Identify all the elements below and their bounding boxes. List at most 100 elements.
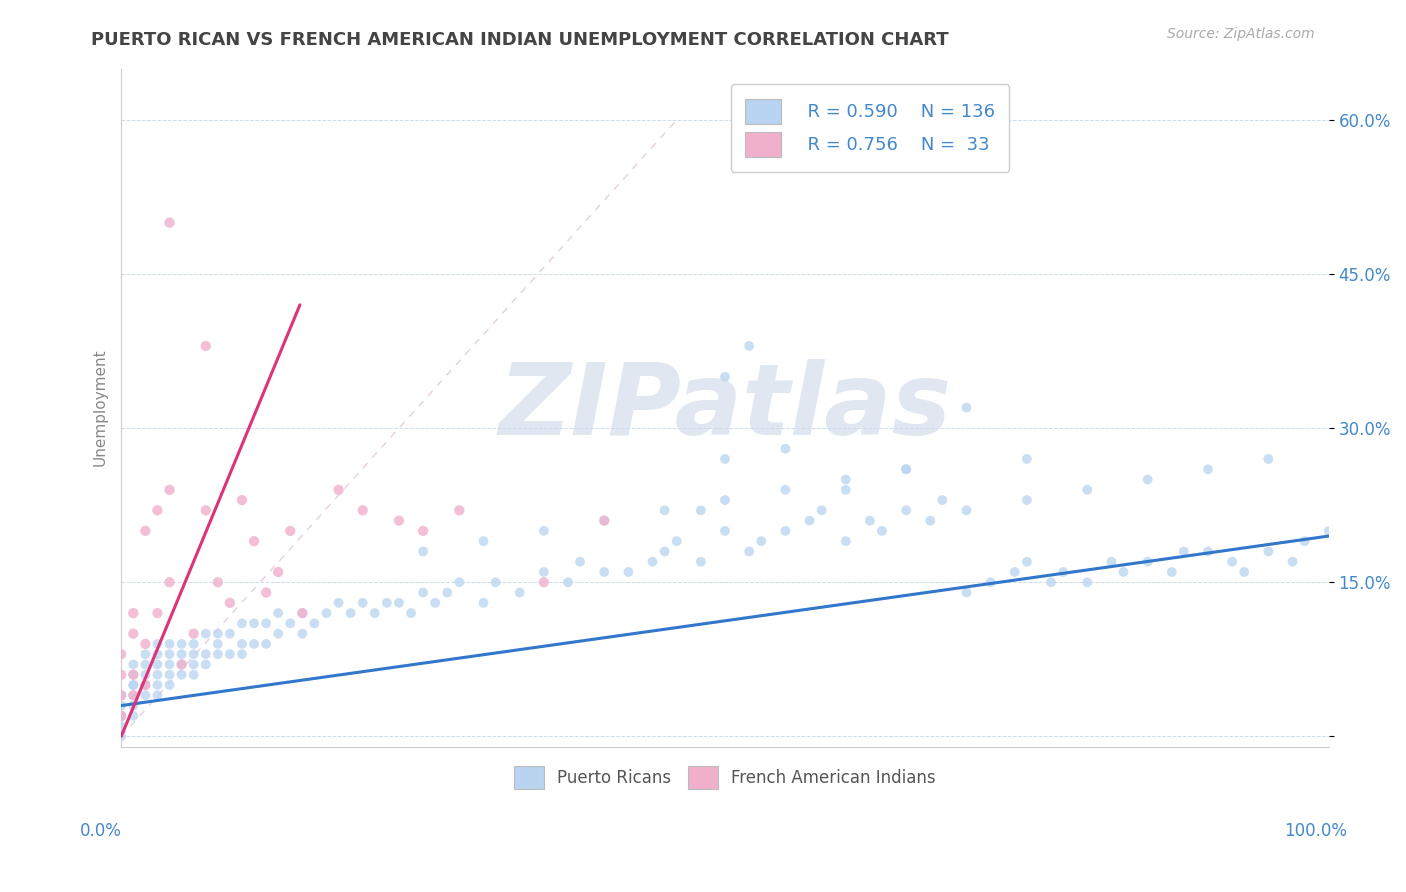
- Point: [617, 565, 640, 579]
- Point: [654, 544, 676, 558]
- Point: [110, 719, 132, 733]
- Text: ZIPatlas: ZIPatlas: [499, 359, 952, 456]
- Point: [1076, 483, 1098, 497]
- Point: [110, 730, 132, 744]
- Point: [110, 647, 132, 661]
- Point: [159, 678, 181, 692]
- Point: [1173, 544, 1195, 558]
- Point: [775, 483, 797, 497]
- Point: [1197, 544, 1219, 558]
- Point: [328, 483, 350, 497]
- Point: [134, 678, 156, 692]
- Point: [122, 606, 145, 620]
- Point: [955, 585, 977, 599]
- Point: [436, 585, 458, 599]
- Point: [835, 473, 858, 487]
- Point: [1076, 575, 1098, 590]
- Point: [278, 616, 301, 631]
- Point: [159, 575, 181, 590]
- Point: [775, 442, 797, 456]
- Point: [146, 667, 169, 681]
- Point: [920, 514, 942, 528]
- Point: [749, 534, 772, 549]
- Point: [146, 688, 169, 702]
- Point: [122, 688, 145, 702]
- Point: [388, 596, 411, 610]
- Point: [1015, 452, 1038, 467]
- Point: [159, 667, 181, 681]
- Point: [533, 524, 555, 538]
- Point: [231, 647, 253, 661]
- Point: [278, 524, 301, 538]
- Point: [641, 555, 664, 569]
- Point: [243, 534, 266, 549]
- Point: [1257, 452, 1279, 467]
- Point: [810, 503, 832, 517]
- Point: [231, 616, 253, 631]
- Point: [1317, 524, 1340, 538]
- Point: [533, 565, 555, 579]
- Point: [484, 575, 506, 590]
- Point: [352, 596, 374, 610]
- Point: [194, 503, 217, 517]
- Point: [835, 483, 858, 497]
- Point: [183, 626, 205, 640]
- Point: [267, 606, 290, 620]
- Point: [472, 534, 495, 549]
- Point: [304, 616, 326, 631]
- Point: [593, 565, 616, 579]
- Point: [231, 493, 253, 508]
- Point: [122, 667, 145, 681]
- Point: [134, 678, 156, 692]
- Point: [955, 401, 977, 415]
- Point: [159, 216, 181, 230]
- Point: [183, 647, 205, 661]
- Point: [159, 483, 181, 497]
- Point: [122, 657, 145, 672]
- Point: [870, 524, 893, 538]
- Point: [183, 667, 205, 681]
- Point: [243, 637, 266, 651]
- Point: [1015, 555, 1038, 569]
- Point: [170, 637, 193, 651]
- Point: [449, 575, 471, 590]
- Point: [689, 555, 711, 569]
- Point: [207, 647, 229, 661]
- Point: [738, 544, 761, 558]
- Point: [1257, 544, 1279, 558]
- Point: [110, 688, 132, 702]
- Point: [449, 503, 471, 517]
- Y-axis label: Unemployment: Unemployment: [93, 349, 107, 467]
- Point: [254, 637, 277, 651]
- Point: [1112, 565, 1135, 579]
- Text: 100.0%: 100.0%: [1285, 822, 1347, 840]
- Point: [557, 575, 579, 590]
- Point: [159, 637, 181, 651]
- Point: [665, 534, 688, 549]
- Point: [122, 626, 145, 640]
- Point: [714, 524, 737, 538]
- Point: [146, 647, 169, 661]
- Point: [146, 678, 169, 692]
- Point: [399, 606, 422, 620]
- Point: [689, 503, 711, 517]
- Point: [122, 678, 145, 692]
- Point: [134, 667, 156, 681]
- Point: [170, 667, 193, 681]
- Point: [291, 606, 314, 620]
- Point: [243, 616, 266, 631]
- Point: [110, 667, 132, 681]
- Point: [714, 493, 737, 508]
- Point: [569, 555, 592, 569]
- Point: [593, 514, 616, 528]
- Point: [1052, 565, 1074, 579]
- Point: [1040, 575, 1063, 590]
- Text: PUERTO RICAN VS FRENCH AMERICAN INDIAN UNEMPLOYMENT CORRELATION CHART: PUERTO RICAN VS FRENCH AMERICAN INDIAN U…: [91, 31, 949, 49]
- Point: [714, 452, 737, 467]
- Point: [183, 657, 205, 672]
- Point: [1294, 534, 1316, 549]
- Point: [859, 514, 882, 528]
- Point: [134, 524, 156, 538]
- Point: [254, 616, 277, 631]
- Point: [775, 524, 797, 538]
